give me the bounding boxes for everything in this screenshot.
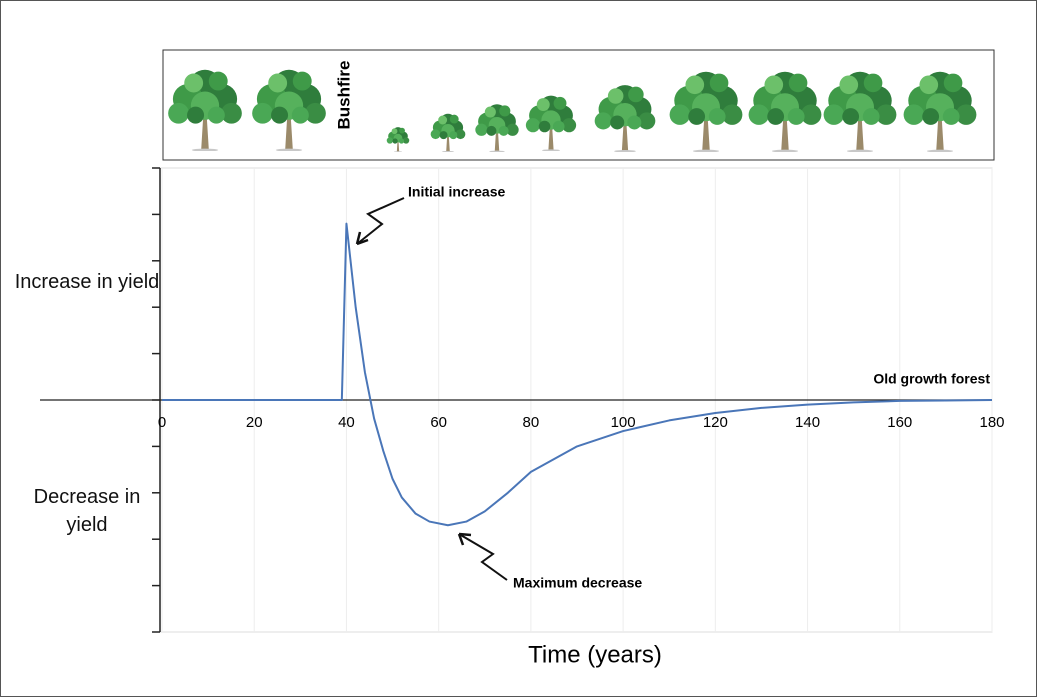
chart: Bushfire Initial increase Maximum decrea…: [0, 0, 1037, 697]
x-tick-label: 100: [611, 414, 636, 431]
y-label-positive: Increase in yield: [12, 268, 162, 296]
annotation: Old growth forest: [873, 371, 990, 387]
arrow: [357, 198, 404, 244]
x-tick-label: 180: [979, 414, 1004, 431]
arrowhead: [357, 232, 368, 244]
plot: [162, 224, 992, 526]
line: [162, 224, 992, 526]
x-tick-label: 40: [338, 414, 355, 431]
x-axis-label: Time (years): [528, 641, 662, 668]
arrow: [459, 534, 507, 580]
x-tick-label: 20: [246, 414, 263, 431]
x-tick-label: 80: [523, 414, 540, 431]
x-tick-label: 60: [430, 414, 447, 431]
x-tick-label: 160: [887, 414, 912, 431]
x-tick-label: 140: [795, 414, 820, 431]
y-label-negative: Decrease in yield: [12, 483, 162, 539]
annotation: Initial increase: [408, 184, 505, 200]
x-tick-label: 0: [158, 414, 166, 431]
x-tick-label: 120: [703, 414, 728, 431]
annotation: Maximum decrease: [513, 575, 642, 591]
bushfire-label: Bushfire: [334, 61, 353, 130]
page: Bushfire Initial increase Maximum decrea…: [0, 0, 1037, 697]
